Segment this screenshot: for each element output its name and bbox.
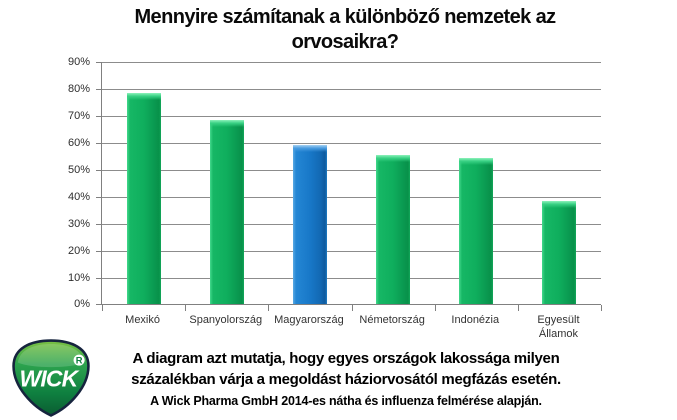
y-axis-tick xyxy=(96,224,102,225)
y-axis-label: 40% xyxy=(67,191,90,203)
y-axis-tick xyxy=(96,251,102,252)
bar-top-bevel xyxy=(127,93,161,100)
gridline xyxy=(102,224,601,225)
y-axis-label: 80% xyxy=(67,83,90,95)
logo-wordmark: WICK xyxy=(20,366,80,392)
x-axis-category-label: Egyesült Államok xyxy=(537,314,580,340)
x-axis-category-label: Mexikó xyxy=(125,314,160,326)
gridline xyxy=(102,197,601,198)
bar-top-bevel xyxy=(376,155,410,162)
gridline xyxy=(102,89,601,90)
gridline xyxy=(102,170,601,171)
y-axis-tick xyxy=(96,170,102,171)
x-axis-labels: Mexikó Spanyolország Magyarország Németorsz… xyxy=(101,313,600,341)
caption-block: A diagram azt mutatja, hogy egyes ország… xyxy=(131,348,561,410)
y-axis-label: 20% xyxy=(67,245,90,257)
x-axis-category-label: Németország xyxy=(359,314,425,326)
gridline xyxy=(102,251,601,252)
gridline xyxy=(102,278,601,279)
bar-5 xyxy=(542,201,576,304)
bar-top-bevel xyxy=(459,158,493,165)
x-axis-category-label: Magyarország xyxy=(274,314,344,326)
x-axis-tick xyxy=(601,305,602,311)
caption-source: A Wick Pharma GmbH 2014-es nátha és infl… xyxy=(150,394,542,408)
y-axis-label: 60% xyxy=(67,137,90,149)
y-axis-tick xyxy=(96,143,102,144)
bar-top-bevel xyxy=(542,201,576,208)
logo-shield-shape xyxy=(12,339,90,417)
x-axis-tick xyxy=(268,305,269,311)
registered-mark-icon: R xyxy=(76,356,83,366)
x-axis-tick xyxy=(185,305,186,311)
y-axis-tick xyxy=(96,197,102,198)
y-axis-tick xyxy=(96,62,102,63)
x-axis-tick xyxy=(352,305,353,311)
y-axis-label: 30% xyxy=(67,218,90,230)
bar-top-bevel xyxy=(210,120,244,127)
x-axis-tick xyxy=(102,305,103,311)
caption-line-1: A diagram azt mutatja, hogy egyes ország… xyxy=(132,350,560,367)
x-axis-tick xyxy=(518,305,519,311)
chart-title: Mennyire számítanak a különböző nemzetek… xyxy=(134,6,557,53)
y-axis-label: 70% xyxy=(67,110,90,122)
y-axis-label: 10% xyxy=(67,272,90,284)
gridline xyxy=(102,62,601,63)
plot-area: 90% 80% 70% 60% 50% 40% 30% 20% 10% 0% xyxy=(68,56,602,311)
x-axis-tick xyxy=(435,305,436,311)
bar-top-bevel xyxy=(293,145,327,152)
gridline xyxy=(102,116,601,117)
y-axis-tick xyxy=(96,116,102,117)
y-axis-tick xyxy=(96,304,102,305)
wick-logo: WICK R xyxy=(12,339,90,417)
x-axis-category-label: Spanyolország xyxy=(189,314,263,326)
x-axis-line xyxy=(102,304,601,305)
bar-3 xyxy=(376,155,410,304)
y-axis-label: 50% xyxy=(67,164,90,176)
gridline xyxy=(102,143,601,144)
y-axis-tick xyxy=(96,89,102,90)
bar-0 xyxy=(127,93,161,304)
registered-mark-circle xyxy=(73,354,85,366)
x-axis-category-label: Indonézia xyxy=(451,314,500,326)
y-axis-tick xyxy=(96,278,102,279)
y-axis-label: 0% xyxy=(74,298,90,310)
y-axis-label: 90% xyxy=(67,56,90,68)
caption-line-2: százalékban várja a megoldást háziorvosá… xyxy=(131,371,561,388)
bar-2 xyxy=(293,145,327,304)
bar-4 xyxy=(459,158,493,304)
logo-gloss xyxy=(17,343,85,368)
bar-1 xyxy=(210,120,244,304)
